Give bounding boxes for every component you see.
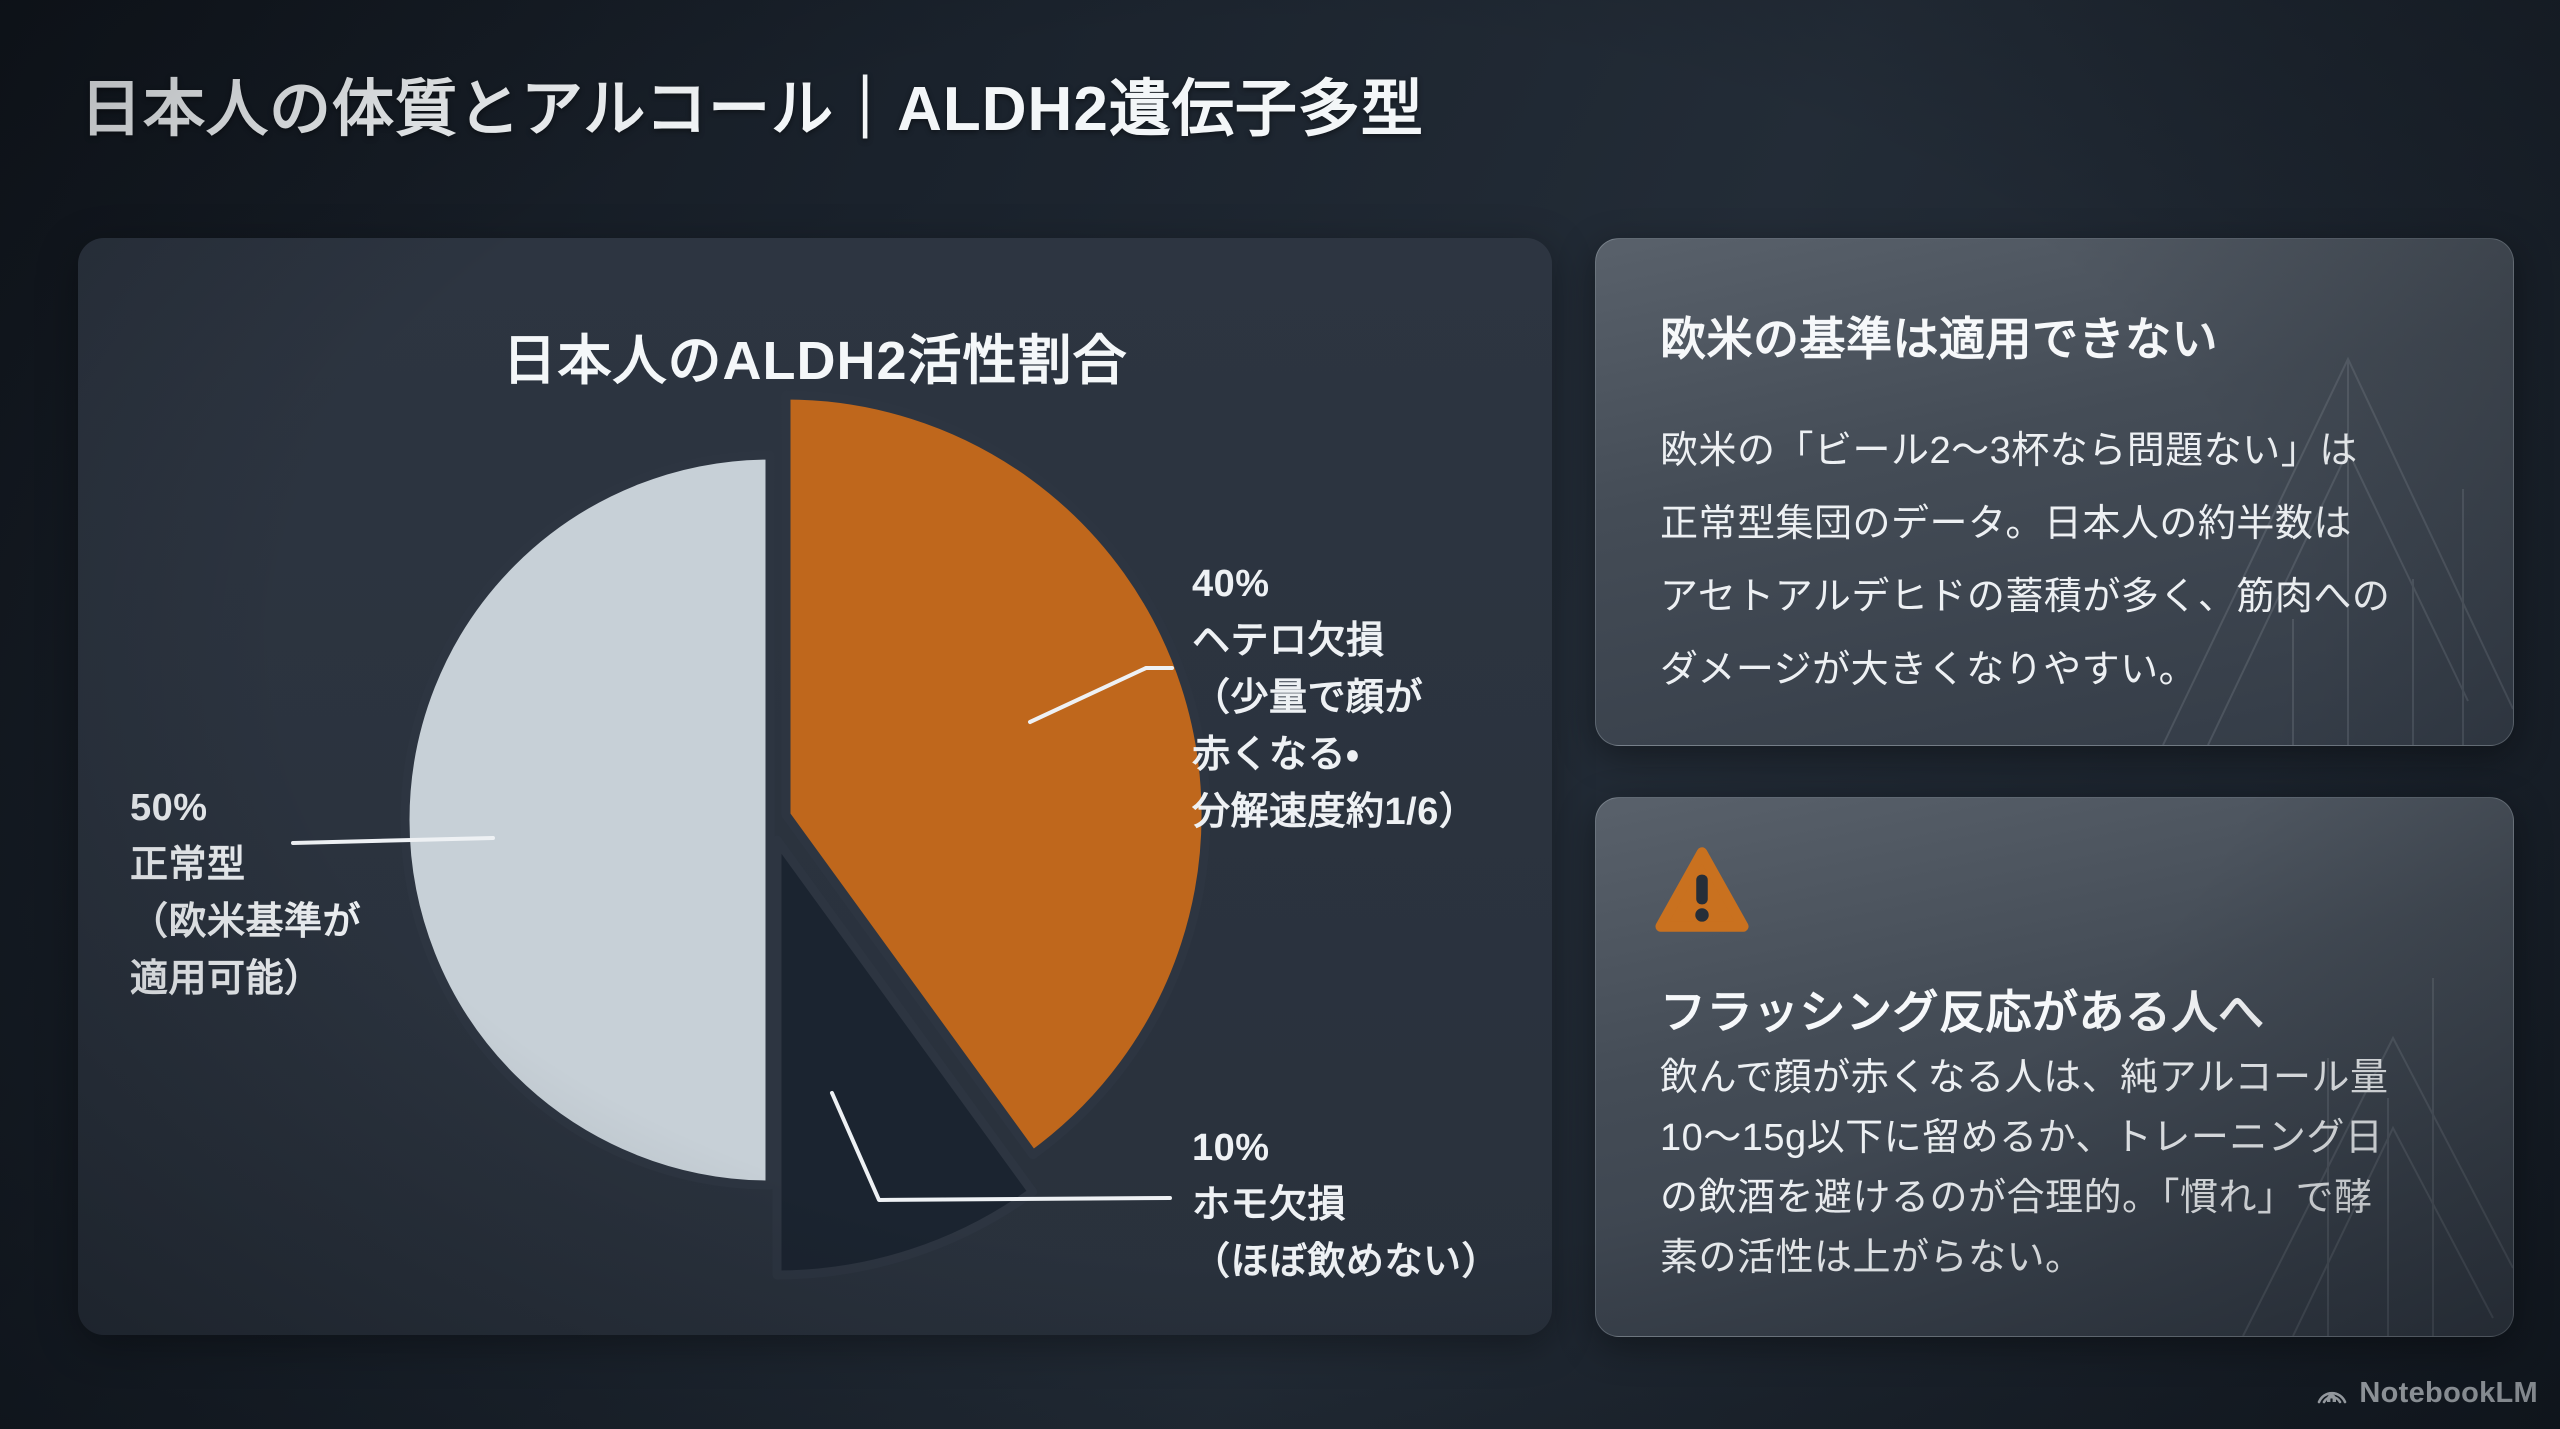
pie-slice-ホモ欠損 [772,835,1038,1280]
brand-label: NotebookLM [2359,1376,2538,1409]
warning-triangle-icon [1655,847,1749,932]
leader-line-normal [291,836,495,845]
pie-slice-正常型 [400,450,775,1190]
card-body: 欧米の「ビール2〜3杯なら問題ない」は 正常型集団のデータ。日本人の約半数は ア… [1660,430,2391,691]
leader-line-homo [830,1091,1172,1202]
card-western-standard: 欧米の基準は適用できない 欧米の「ビール2〜3杯なら問題ない」は 正常型集団のデ… [1595,238,2514,746]
pie-slices [400,390,1211,1280]
notebooklm-brand: NotebookLM [2314,1375,2538,1411]
pie-chart-card: 日本人のALDH2活性割合 50% 正常型 （欧米基準が 適用可能） 40% ヘ… [78,238,1552,1335]
card-flushing-warning: フラッシング反応がある人へ 飲んで顔が赤くなる人は、純アルコール量 10〜15g… [1595,797,2514,1337]
callout-label-hetero: 40% ヘテロ欠損 （少量で顔が 赤くなる・ 分解速度約1/6） [1192,563,1478,833]
callout-label-normal: 50% 正常型 （欧米基準が 適用可能） [130,787,362,1000]
card-title: 欧米の基準は適用できない [1660,313,2218,365]
page-title: 日本人の体質とアルコール｜ALDH2遺伝子多型 [80,75,1424,144]
card-title: フラッシング反応がある人へ [1660,986,2265,1038]
card-body: 飲んで顔が赤くなる人は、純アルコール量 10〜15g以下に留めるか、トレーニング… [1660,1057,2389,1280]
notebooklm-logo-icon [2318,1391,2347,1404]
pie-slice-ヘテロ欠損 [781,390,1211,1160]
pie-chart [291,390,1211,1280]
leader-line-hetero [1028,666,1174,724]
callout-label-homo: 10% ホモ欠損 （ほぼ飲めない） [1192,1127,1501,1283]
chart-title: 日本人のALDH2活性割合 [502,331,1128,391]
